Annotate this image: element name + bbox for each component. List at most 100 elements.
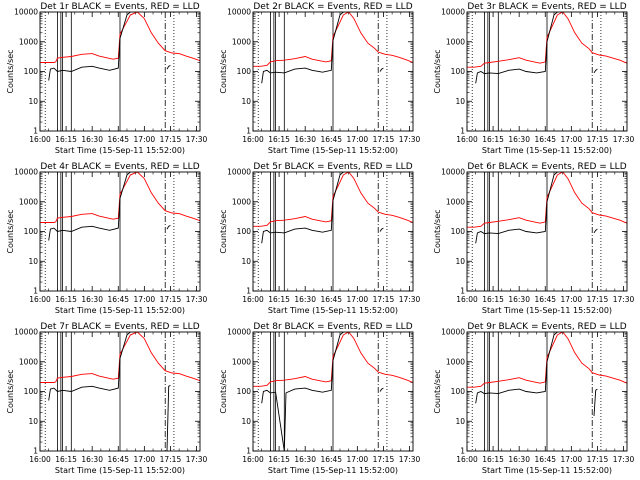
y-tick-label: 10000 — [441, 8, 465, 17]
x-tick-label: 16:45 — [320, 135, 342, 144]
events-rate-line — [166, 385, 171, 451]
x-axis-label: Start Time (15-Sep-11 15:52:00) — [268, 466, 398, 475]
x-tick-label: 16:00 — [456, 295, 478, 304]
x-tick-label: 17:15 — [373, 135, 395, 144]
x-tick-label: 16:45 — [107, 135, 129, 144]
y-tick-label: 100 — [237, 67, 252, 76]
detector-panel: Det 6r BLACK = Events, RED = LLD Counts/s… — [433, 162, 635, 315]
events-rate-line — [379, 387, 384, 392]
y-tick-label: 10 — [28, 97, 38, 106]
y-tick-label: 10000 — [227, 328, 251, 337]
y-tick-label: 10000 — [441, 328, 465, 337]
x-tick-label: 16:45 — [534, 295, 556, 304]
x-tick-label: 16:15 — [482, 295, 504, 304]
plot-frame — [252, 171, 414, 292]
panel-title: Det 1r BLACK = Events, RED = LLD — [40, 2, 199, 12]
y-tick-label: 1000 — [446, 37, 465, 46]
x-tick-label: 17:15 — [373, 455, 395, 464]
x-axis-label: Start Time (15-Sep-11 15:52:00) — [268, 306, 398, 315]
y-tick-label: 1 — [33, 127, 38, 136]
x-tick-label: 17:30 — [613, 295, 635, 304]
y-tick-label: 10000 — [227, 8, 251, 17]
x-tick-label: 17:15 — [160, 135, 182, 144]
events-rate-line — [593, 68, 598, 74]
x-tick-label: 16:30 — [294, 295, 316, 304]
y-tick-label: 100 — [24, 67, 39, 76]
events-rate-line — [166, 65, 171, 70]
x-tick-label: 16:00 — [242, 455, 264, 464]
x-tick-label: 16:45 — [107, 455, 129, 464]
y-tick-label: 1 — [33, 447, 38, 456]
x-tick-label: 16:45 — [320, 295, 342, 304]
y-tick-label: 100 — [24, 387, 39, 396]
x-tick-label: 16:15 — [55, 455, 77, 464]
detector-panel: Det 3r BLACK = Events, RED = LLD Counts/s… — [433, 2, 635, 155]
x-tick-label: 16:30 — [294, 135, 316, 144]
x-tick-label: 17:15 — [373, 295, 395, 304]
lld-rate-line — [253, 332, 413, 387]
lld-rate-line — [253, 172, 413, 227]
x-tick-label: 17:30 — [186, 455, 208, 464]
y-tick-label: 10 — [455, 97, 465, 106]
x-tick-label: 17:30 — [613, 135, 635, 144]
y-tick-label: 1000 — [19, 37, 38, 46]
x-tick-label: 16:30 — [508, 135, 530, 144]
events-rate-line — [48, 332, 138, 401]
events-rate-line — [593, 388, 598, 417]
x-tick-label: 17:30 — [399, 295, 421, 304]
x-tick-label: 16:30 — [81, 455, 103, 464]
events-rate-line — [48, 172, 138, 241]
x-tick-label: 17:00 — [561, 455, 583, 464]
x-tick-label: 17:30 — [613, 455, 635, 464]
y-tick-label: 1 — [246, 127, 251, 136]
x-tick-label: 16:00 — [29, 135, 51, 144]
y-tick-label: 1 — [460, 127, 465, 136]
x-tick-label: 17:15 — [160, 455, 182, 464]
detector-panel: Det 8r BLACK = Events, RED = LLD Counts/s… — [219, 322, 421, 475]
events-rate-line — [379, 67, 384, 72]
detector-panel: Det 7r BLACK = Events, RED = LLD Counts/s… — [6, 322, 208, 475]
x-axis-label: Start Time (15-Sep-11 15:52:00) — [268, 146, 398, 155]
panel-title: Det 7r BLACK = Events, RED = LLD — [40, 322, 199, 332]
plot-frame — [466, 331, 628, 452]
plot-frame — [466, 11, 628, 132]
panel-title: Det 9r BLACK = Events, RED = LLD — [467, 322, 626, 332]
x-tick-label: 17:30 — [399, 455, 421, 464]
y-axis-label: Counts/sec — [219, 209, 228, 253]
x-tick-label: 17:15 — [160, 295, 182, 304]
y-tick-label: 10 — [28, 417, 38, 426]
y-tick-label: 100 — [237, 387, 252, 396]
y-tick-label: 10000 — [227, 168, 251, 177]
plot-frame — [39, 171, 201, 292]
x-tick-label: 17:30 — [186, 135, 208, 144]
detector-panel: Det 1r BLACK = Events, RED = LLD Counts/s… — [6, 2, 208, 155]
y-tick-label: 1000 — [232, 37, 251, 46]
events-rate-line — [379, 227, 384, 232]
y-tick-label: 10000 — [14, 8, 38, 17]
y-tick-label: 1 — [246, 447, 251, 456]
y-tick-label: 100 — [451, 387, 466, 396]
y-tick-label: 100 — [451, 67, 466, 76]
x-axis-label: Start Time (15-Sep-11 15:52:00) — [55, 146, 185, 155]
x-tick-label: 17:00 — [347, 455, 369, 464]
x-tick-label: 17:30 — [186, 295, 208, 304]
events-rate-line — [48, 12, 138, 81]
x-axis-label: Start Time (15-Sep-11 15:52:00) — [482, 306, 612, 315]
x-tick-label: 16:00 — [242, 135, 264, 144]
x-tick-label: 16:15 — [482, 135, 504, 144]
x-tick-label: 17:00 — [561, 295, 583, 304]
y-tick-label: 10 — [241, 257, 251, 266]
y-axis-label: Counts/sec — [433, 369, 442, 413]
y-tick-label: 10 — [241, 97, 251, 106]
y-tick-label: 10 — [241, 417, 251, 426]
events-rate-line — [261, 332, 351, 451]
y-tick-label: 10000 — [14, 168, 38, 177]
x-tick-label: 16:30 — [294, 455, 316, 464]
x-tick-label: 16:00 — [242, 295, 264, 304]
y-axis-label: Counts/sec — [433, 209, 442, 253]
y-tick-label: 100 — [237, 227, 252, 236]
events-rate-line — [593, 228, 598, 234]
plot-frame — [252, 11, 414, 132]
panel-title: Det 2r BLACK = Events, RED = LLD — [253, 2, 412, 12]
